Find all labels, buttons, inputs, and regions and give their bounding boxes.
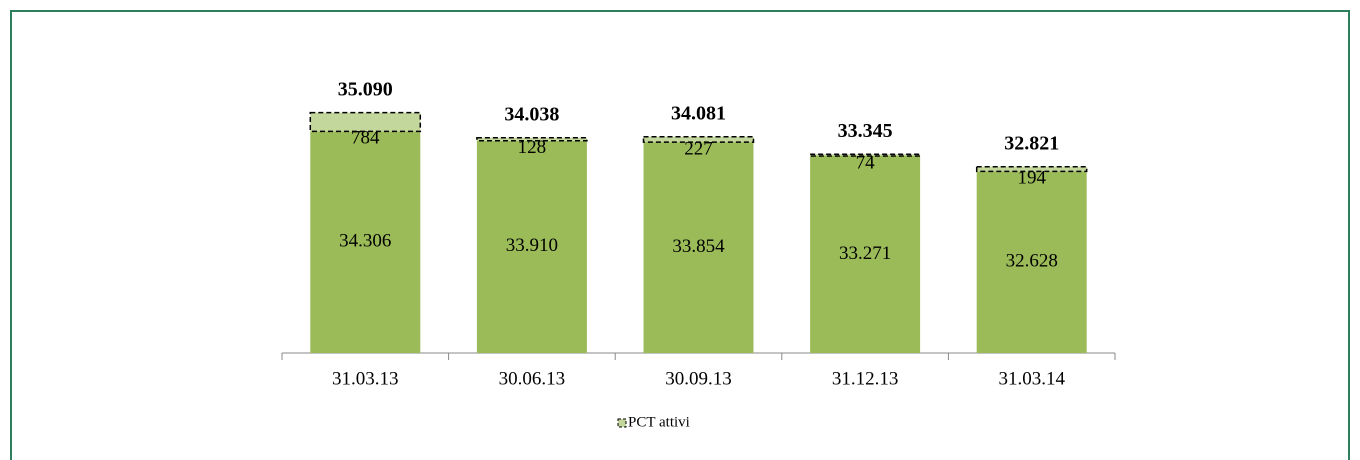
value-label: 128 <box>518 137 547 158</box>
value-label: 33.854 <box>672 236 725 257</box>
bar-segment <box>309 111 422 133</box>
total-label: 35.090 <box>338 78 393 100</box>
x-tick-label: 30.06.13 <box>499 368 566 389</box>
bar-segment <box>643 142 754 353</box>
value-label: 227 <box>684 138 713 159</box>
frame <box>10 10 1350 460</box>
bar-segment <box>976 171 1087 353</box>
bar-segment <box>975 165 1088 173</box>
total-label: 34.081 <box>671 102 726 124</box>
bar-segment <box>476 140 587 353</box>
value-label: 33.910 <box>506 235 558 256</box>
value-label: 784 <box>351 128 380 149</box>
value-label: 33.271 <box>839 243 891 264</box>
value-label: 34.306 <box>339 231 391 252</box>
value-label: 32.628 <box>1006 251 1058 272</box>
total-label: 33.345 <box>838 120 893 142</box>
legend-label: PCT attivi <box>628 414 690 430</box>
x-tick-label: 30.09.13 <box>665 368 732 389</box>
bar-segment <box>642 135 755 143</box>
x-tick-label: 31.03.13 <box>332 368 399 389</box>
total-label: 34.038 <box>504 103 559 125</box>
total-label: 32.821 <box>1004 132 1059 154</box>
value-label: 74 <box>856 152 876 173</box>
bar-segment <box>810 155 921 353</box>
x-tick-label: 31.12.13 <box>832 368 899 389</box>
bar-segment <box>310 131 421 353</box>
x-tick-label: 31.03.14 <box>998 368 1065 389</box>
bar-segment <box>476 136 588 142</box>
legend-swatch <box>617 418 627 428</box>
value-label: 194 <box>1017 168 1046 189</box>
bar-segment <box>809 153 921 157</box>
